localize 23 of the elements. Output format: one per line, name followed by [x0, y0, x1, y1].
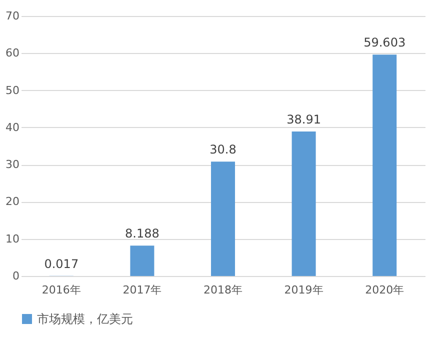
bar: [372, 54, 397, 276]
data-label: 38.91: [286, 112, 321, 126]
y-tick-label: 0: [12, 270, 20, 282]
bar: [292, 131, 316, 276]
y-tick-label: 30: [6, 158, 20, 172]
y-tick-label: 10: [6, 232, 20, 246]
y-tick-label: 50: [6, 84, 20, 97]
data-label: 8.188: [125, 226, 160, 241]
x-tick-label: 2019年: [284, 284, 324, 296]
x-tick-label: 2017年: [122, 284, 162, 296]
x-tick-label: 2020年: [365, 284, 404, 296]
legend-label: 市场规模，亿美元: [37, 312, 133, 326]
y-tick-label: 60: [6, 46, 20, 60]
y-tick-label: 40: [6, 120, 20, 134]
bar: [211, 162, 235, 276]
data-label: 30.8: [210, 142, 236, 157]
y-tick-label: 20: [6, 195, 20, 208]
data-label: 0.017: [44, 256, 79, 271]
bar: [130, 246, 154, 276]
data-label: 59.603: [364, 36, 406, 50]
x-tick-label: 2018年: [204, 284, 242, 296]
x-tick-label: 2016年: [42, 284, 81, 296]
y-tick-label: 70: [6, 10, 20, 22]
